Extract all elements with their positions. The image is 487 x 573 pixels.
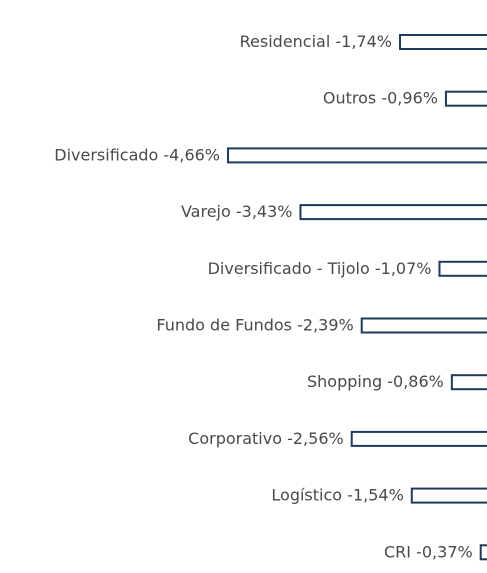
category-label: Corporativo [188,428,282,447]
bar-label: Diversificado - Tijolo -1,07% [208,258,432,277]
value-label: -0,96% [381,88,438,107]
bar [399,34,487,50]
category-label: CRI [384,542,411,561]
category-label: Residencial [240,32,331,51]
bar [360,317,487,334]
bar [299,204,487,221]
category-label: Outros [323,88,376,107]
category-label: Diversificado - Tijolo [208,258,370,277]
bar-label: CRI -0,37% [384,542,473,561]
category-label: Diversificado [54,145,158,164]
category-label: Varejo [181,202,231,221]
value-label: -3,43% [236,202,293,221]
value-label: -4,66% [163,145,220,164]
bar [350,430,487,447]
value-label: -2,39% [297,315,354,334]
bar-label: Logístico -1,54% [271,485,403,504]
bar-label: Corporativo -2,56% [188,428,344,447]
bar-label: Outros -0,96% [323,88,438,107]
value-label: -0,37% [416,542,473,561]
bar [438,260,487,277]
value-label: -1,54% [347,485,404,504]
bar-label: Fundo de Fundos -2,39% [156,315,353,334]
bar-label: Shopping -0,86% [307,372,444,391]
category-label: Logístico [271,485,342,504]
bar [450,374,487,391]
bar-label: Diversificado -4,66% [54,145,220,164]
bar [410,487,487,504]
value-label: -2,56% [287,428,344,447]
value-label: -0,86% [387,372,444,391]
category-label: Shopping [307,372,382,391]
bar-label: Varejo -3,43% [181,202,293,221]
bar [444,90,487,107]
bar [479,544,487,561]
value-label: -1,07% [375,258,432,277]
bar [227,147,487,164]
value-label: -1,74% [335,32,392,51]
bar-label: Residencial -1,74% [240,32,392,51]
category-label: Fundo de Fundos [156,315,292,334]
